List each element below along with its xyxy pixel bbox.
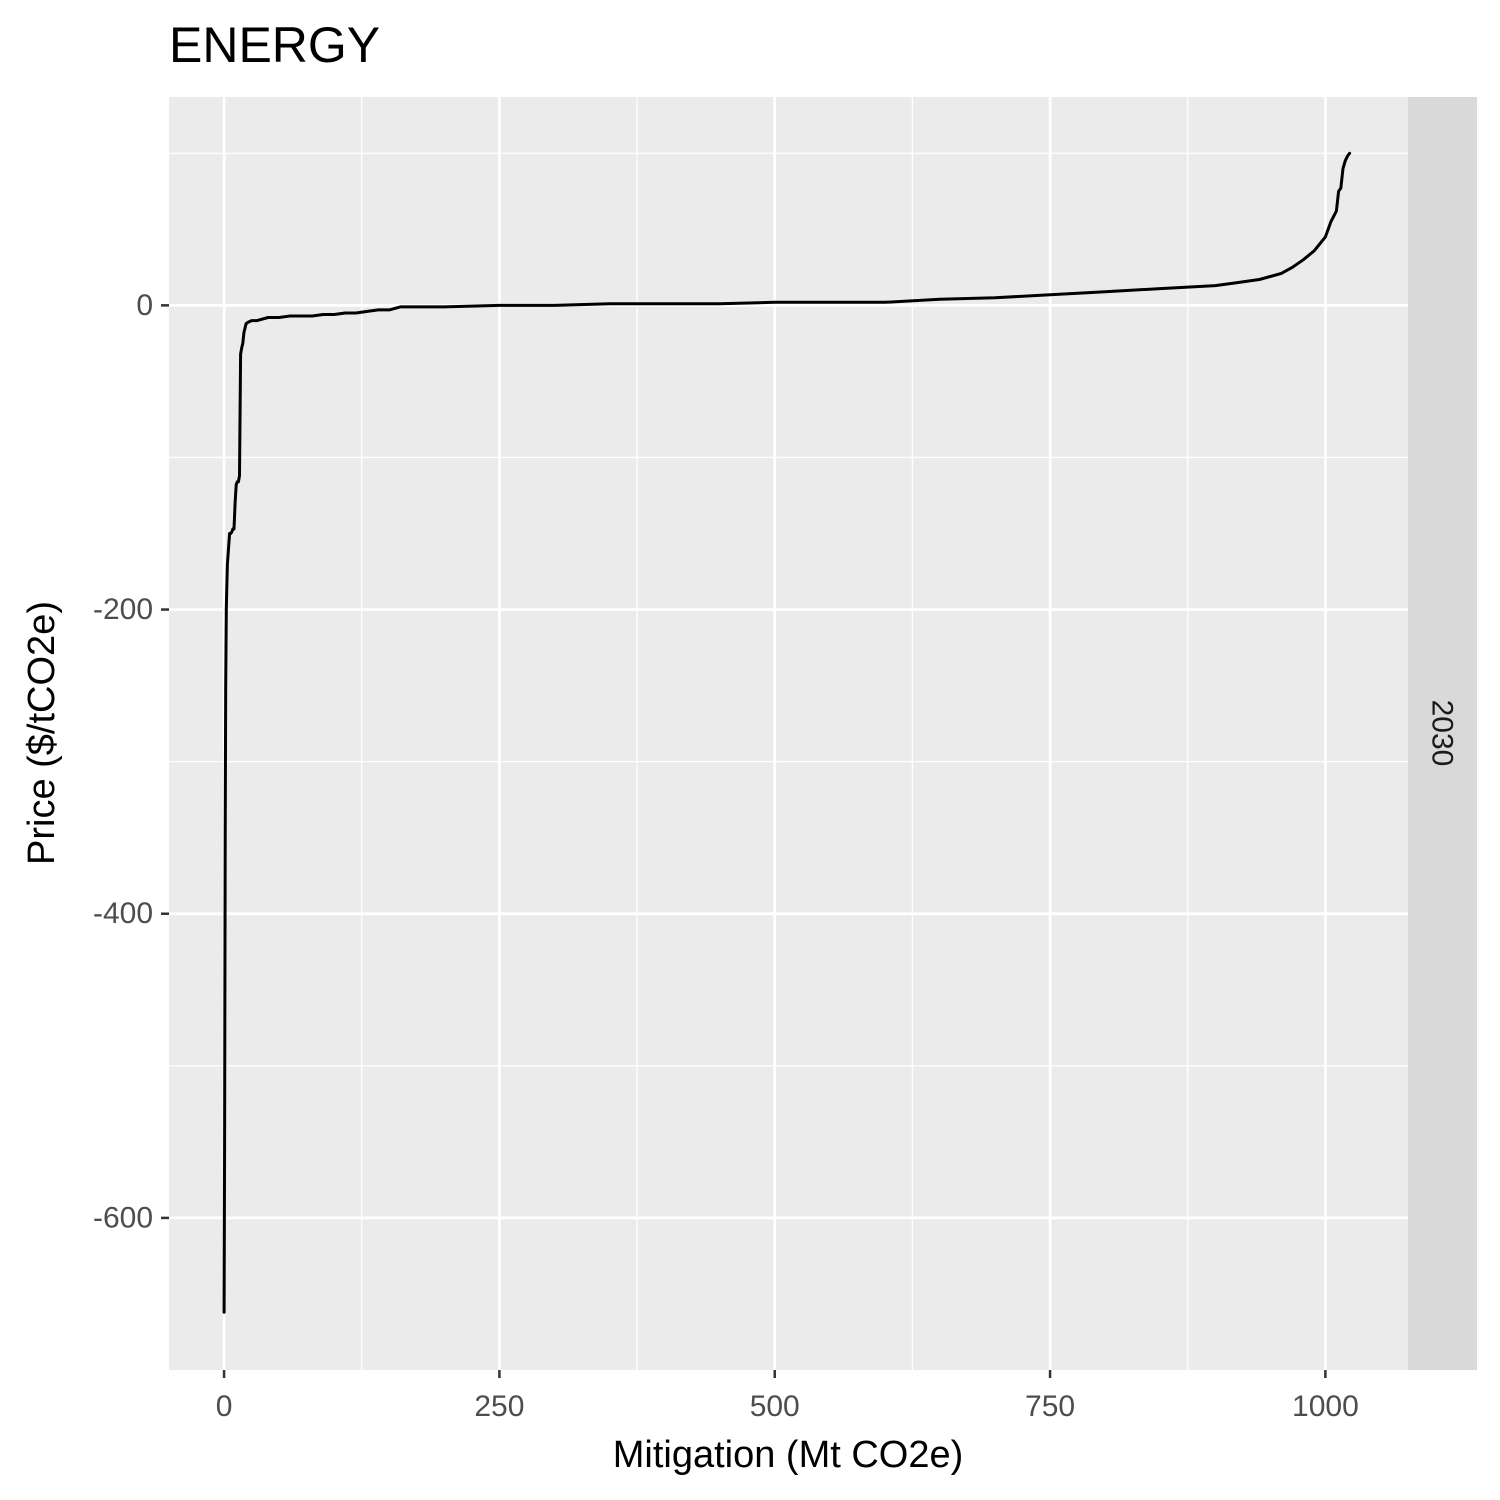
y-axis: -600 -400 -200 0: [93, 289, 169, 1234]
x-tick-label: 750: [1025, 1390, 1075, 1423]
facet-strip-label: 2030: [1426, 700, 1459, 767]
series-layer: [222, 151, 1352, 1314]
plot-panel: [169, 97, 1408, 1370]
x-tick-label: 1000: [1292, 1390, 1359, 1423]
x-tick-label: 500: [750, 1390, 800, 1423]
x-axis: 0 250 500 750 1000: [216, 1370, 1359, 1423]
y-tick-label: -600: [93, 1201, 153, 1234]
y-tick-label: -400: [93, 897, 153, 930]
chart-title: ENERGY: [169, 17, 380, 73]
x-axis-title: Mitigation (Mt CO2e): [613, 1434, 964, 1476]
grid-minor: [169, 97, 1408, 1370]
y-tick-label: -200: [93, 593, 153, 626]
x-tick-label: 0: [216, 1390, 233, 1423]
facet-strip: [1408, 97, 1477, 1370]
y-axis-title: Price ($/tCO2e): [21, 601, 63, 865]
y-tick-label: 0: [136, 289, 153, 322]
x-tick-label: 250: [474, 1390, 524, 1423]
series-line: [222, 151, 1352, 1314]
